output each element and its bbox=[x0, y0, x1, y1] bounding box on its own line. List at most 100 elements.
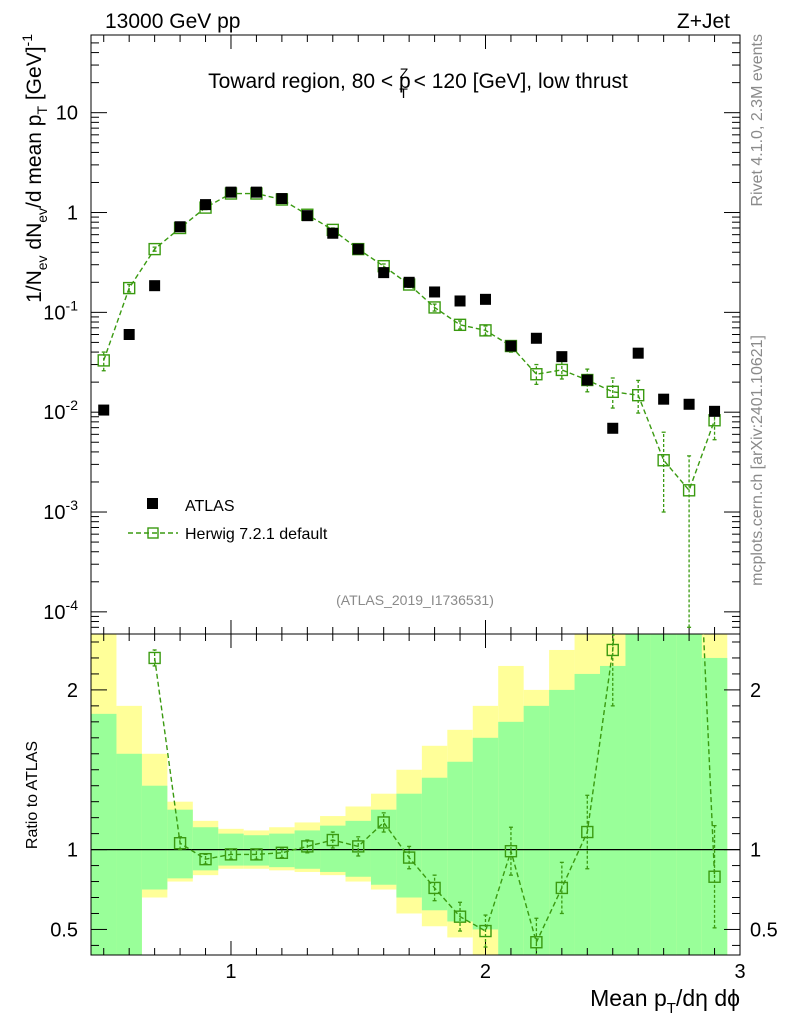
ylabel-a-sub: ev bbox=[34, 255, 50, 270]
main-ylabel: 1/Nev dNev/d mean pT [GeV]-1 bbox=[19, 34, 50, 303]
data-point bbox=[250, 186, 262, 198]
ratio-band-inner bbox=[141, 785, 168, 890]
ratio-point bbox=[504, 844, 518, 858]
ratio-y-tick-label-right: 2 bbox=[750, 680, 761, 702]
mc-line bbox=[103, 192, 716, 492]
ratio-y-tick-label-right: 1 bbox=[750, 840, 761, 862]
process-label: Z+Jet bbox=[677, 10, 730, 33]
ylabel-a: 1/N bbox=[23, 270, 46, 303]
y-tick-label: 10-3 bbox=[43, 497, 78, 524]
y-tick-label-base: 10 bbox=[43, 602, 65, 624]
ratio-point bbox=[352, 840, 365, 853]
ratio-y-tick-label: 2 bbox=[67, 680, 78, 702]
ratio-point bbox=[377, 816, 390, 829]
plot-title-post: < 120 [GeV], low thrust bbox=[408, 70, 628, 93]
data-point bbox=[403, 276, 415, 288]
y-tick-label-exp: -4 bbox=[66, 597, 79, 613]
data-point bbox=[683, 398, 695, 410]
y-tick-label: 10 bbox=[56, 103, 78, 125]
ratio-band-inner bbox=[116, 753, 142, 955]
ratio-band-inner bbox=[600, 665, 626, 955]
main-series bbox=[97, 186, 721, 628]
ratio-band-inner bbox=[472, 737, 499, 930]
ylabel-c: /d mean p bbox=[23, 115, 46, 208]
ratio-band-inner bbox=[676, 634, 702, 955]
data-point bbox=[174, 221, 186, 233]
data-point bbox=[530, 332, 542, 344]
ratio-xlabel: Mean pT/dη dϕ bbox=[590, 985, 740, 1017]
plot-title-sup: Z bbox=[400, 65, 409, 81]
analysis-id: (ATLAS_2019_I1736531) bbox=[336, 592, 494, 608]
ratio-point bbox=[173, 837, 187, 850]
ratio-point bbox=[479, 924, 492, 938]
ylabel-d-sup: -1 bbox=[19, 34, 35, 47]
ratio-band-inner bbox=[574, 673, 601, 955]
ylabel-c-sub: T bbox=[34, 106, 50, 115]
x-tick-label: 1 bbox=[225, 961, 236, 983]
ratio-point bbox=[402, 851, 416, 864]
data-point bbox=[276, 193, 288, 205]
data-point bbox=[123, 329, 135, 340]
side-label-bottom: mcplots.cern.ch [arXiv:2401.10621] bbox=[749, 335, 766, 586]
ylabel-b-sub: ev bbox=[34, 208, 50, 223]
data-point bbox=[98, 404, 110, 416]
ratio-band-inner bbox=[625, 634, 651, 955]
mc-point bbox=[555, 363, 569, 377]
legend-herwig-marker bbox=[147, 527, 159, 539]
ratio-band-inner bbox=[243, 835, 270, 866]
mc-point bbox=[453, 318, 467, 332]
data-point bbox=[479, 293, 491, 305]
ratio-y-tick-label-right: 0.5 bbox=[750, 919, 778, 941]
main-frame bbox=[90, 34, 741, 635]
ratio-y-tick-label: 1 bbox=[67, 840, 78, 862]
y-tick-label: 10-1 bbox=[43, 297, 78, 324]
ratio-band-inner bbox=[447, 761, 473, 922]
mc-point bbox=[97, 354, 110, 367]
data-point bbox=[658, 393, 670, 405]
ratio-frame bbox=[90, 633, 741, 956]
y-tick-label: 10-4 bbox=[43, 597, 78, 624]
plot-title-sub: T bbox=[399, 85, 408, 101]
y-tick-label-exp: -1 bbox=[66, 297, 79, 313]
data-point bbox=[352, 243, 364, 255]
data-point bbox=[454, 295, 466, 307]
mc-point bbox=[428, 301, 441, 314]
data-point bbox=[225, 186, 237, 198]
xlabel-a: Mean p bbox=[590, 985, 667, 1011]
y-tick-label-base: 10 bbox=[43, 402, 65, 424]
data-point bbox=[607, 422, 619, 434]
data-point bbox=[556, 351, 568, 363]
mc-point bbox=[122, 281, 136, 295]
mc-point bbox=[148, 242, 161, 256]
ratio-point bbox=[301, 840, 314, 853]
x-tick-label: 2 bbox=[480, 961, 491, 983]
y-tick-label-base: 10 bbox=[56, 103, 78, 125]
data-point bbox=[149, 280, 161, 292]
y-tick-label-base: 10 bbox=[43, 302, 65, 324]
ratio-band-inner bbox=[549, 689, 575, 955]
ylabel-b: dN bbox=[23, 223, 46, 256]
mc-point bbox=[530, 368, 543, 381]
y-tick-label: 10-2 bbox=[43, 397, 78, 424]
mc-point bbox=[606, 385, 619, 399]
y-tick-label-base: 1 bbox=[67, 203, 78, 225]
ratio-point bbox=[428, 881, 441, 895]
xlabel-a-sub: T bbox=[667, 1000, 676, 1017]
xlabel-b: /dη dϕ bbox=[676, 985, 740, 1011]
data-point bbox=[327, 227, 339, 239]
mc-point bbox=[682, 484, 696, 497]
ratio-band-inner bbox=[650, 634, 677, 955]
mc-point bbox=[657, 454, 670, 467]
data-point bbox=[505, 340, 517, 352]
plot-title: Toward region, 80 < pZ T < 120 [GeV], low… bbox=[208, 65, 628, 101]
ratio-point bbox=[326, 833, 339, 847]
energy-label: 13000 GeV pp bbox=[105, 10, 240, 33]
ratio-point bbox=[275, 846, 289, 859]
legend: ATLAS Herwig 7.2.1 default bbox=[128, 498, 328, 543]
ratio-y-tick-label: 0.5 bbox=[50, 919, 78, 941]
data-point bbox=[709, 405, 721, 417]
y-tick-label-base: 10 bbox=[43, 502, 65, 524]
ratio-point bbox=[708, 870, 721, 883]
